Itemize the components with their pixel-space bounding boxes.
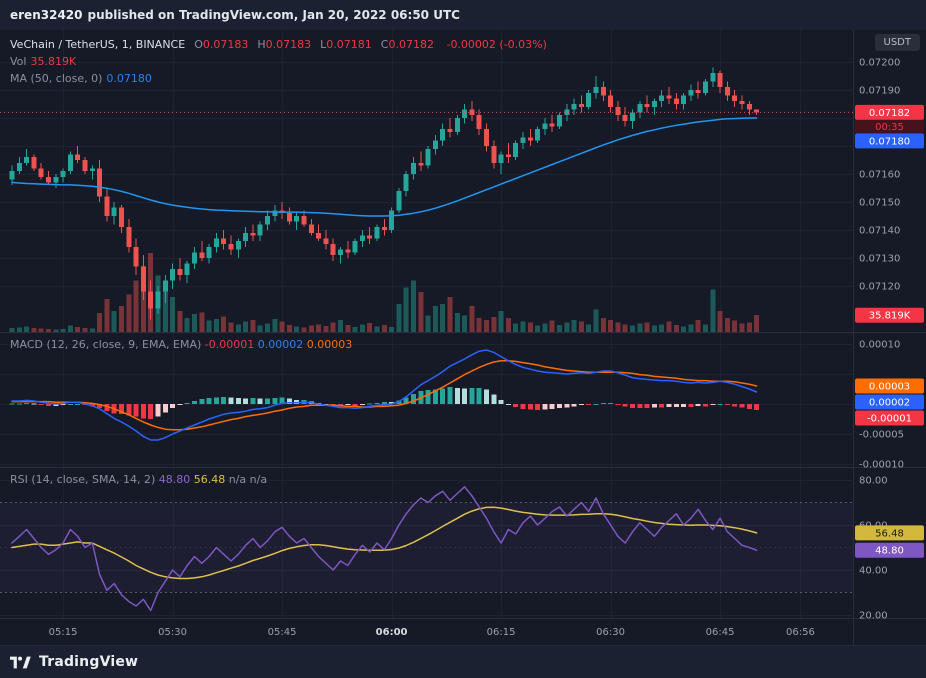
- tradingview-brand-link[interactable]: TradingView: [39, 654, 139, 670]
- footer-bar: TradingView: [0, 645, 926, 678]
- svg-text:00:35: 00:35: [875, 122, 904, 133]
- rsi-ma-badge: 56.48: [855, 525, 924, 541]
- svg-text:-0.00005: -0.00005: [859, 430, 904, 441]
- svg-text:0.07120: 0.07120: [859, 282, 900, 293]
- price-badge: 0.07182: [855, 104, 924, 120]
- svg-text:05:30: 05:30: [158, 627, 187, 638]
- volume-badge: 35.819K: [855, 307, 924, 323]
- svg-text:05:15: 05:15: [49, 627, 78, 638]
- svg-text:06:30: 06:30: [596, 627, 625, 638]
- publish-header: eren32420 published on TradingView.com, …: [0, 0, 926, 30]
- svg-text:80.00: 80.00: [859, 476, 888, 487]
- currency-unit-button[interactable]: USDT: [874, 34, 920, 51]
- svg-text:56.48: 56.48: [875, 528, 904, 539]
- svg-text:0.07182: 0.07182: [869, 108, 910, 119]
- macd-hist-badge: -0.00001: [855, 410, 924, 426]
- macd-signal-badge: 0.00003: [855, 378, 924, 394]
- svg-text:05:45: 05:45: [268, 627, 297, 638]
- svg-text:06:45: 06:45: [706, 627, 735, 638]
- rsi-badge: 48.80: [855, 542, 924, 558]
- publisher-name: eren32420: [10, 8, 83, 22]
- svg-text:0.07140: 0.07140: [859, 226, 900, 237]
- rsi-line: [11, 486, 758, 612]
- svg-text:0.00003: 0.00003: [869, 382, 910, 393]
- svg-text:06:00: 06:00: [376, 627, 408, 638]
- candles-layer: [9, 67, 760, 320]
- svg-text:-0.00010: -0.00010: [859, 460, 904, 471]
- svg-text:06:15: 06:15: [487, 627, 516, 638]
- chart-area: 0.07200 0.07190 0.07160 0.07150 0.07140 0.071…: [0, 30, 926, 645]
- svg-text:-0.00001: -0.00001: [867, 414, 912, 425]
- svg-text:0.07130: 0.07130: [859, 254, 900, 265]
- svg-text:06:56: 06:56: [786, 627, 815, 638]
- macd-line-badge: 0.00002: [855, 394, 924, 410]
- svg-text:0.07200: 0.07200: [859, 58, 900, 69]
- pane-separators: [0, 30, 926, 645]
- svg-text:48.80: 48.80: [875, 546, 904, 557]
- svg-text:20.00: 20.00: [859, 611, 888, 622]
- macd-signal-line: [11, 360, 758, 431]
- svg-text:0.00002: 0.00002: [869, 398, 910, 409]
- svg-text:35.819K: 35.819K: [869, 311, 911, 322]
- svg-text:0.00010: 0.00010: [859, 340, 900, 351]
- grid-layer: [0, 30, 853, 618]
- svg-text:0.07190: 0.07190: [859, 86, 900, 97]
- volume-bars-layer: [9, 253, 760, 333]
- svg-text:0.07160: 0.07160: [859, 170, 900, 181]
- svg-text:0.07150: 0.07150: [859, 198, 900, 209]
- tradingview-logo-icon[interactable]: [10, 655, 31, 670]
- ma-price-badge: 0.07180: [855, 133, 924, 149]
- publish-details: published on TradingView.com, Jan 20, 20…: [87, 8, 460, 22]
- ma50-line: [11, 117, 758, 217]
- macd-histogram-layer: [9, 387, 760, 419]
- rsi-band-fill: [0, 502, 853, 593]
- rsi-band-lines: [0, 502, 853, 593]
- svg-text:0.07180: 0.07180: [869, 136, 910, 147]
- price-axis[interactable]: 0.07200 0.07190 0.07160 0.07150 0.07140 0.071…: [859, 58, 904, 622]
- countdown-badge: 00:35: [855, 119, 924, 133]
- macd-line: [11, 349, 758, 441]
- svg-text:40.00: 40.00: [859, 566, 888, 577]
- axis-badges: 0.07182 00:35 0.07180 35.819K 0.00003 0.00002…: [855, 104, 924, 558]
- chart-canvas[interactable]: 0.072000.071900.071600.071500.071400.071…: [0, 30, 926, 645]
- time-axis[interactable]: 05:15 05:30 05:45 06:00 06:15 06:30 06:45 06:56: [49, 627, 815, 638]
